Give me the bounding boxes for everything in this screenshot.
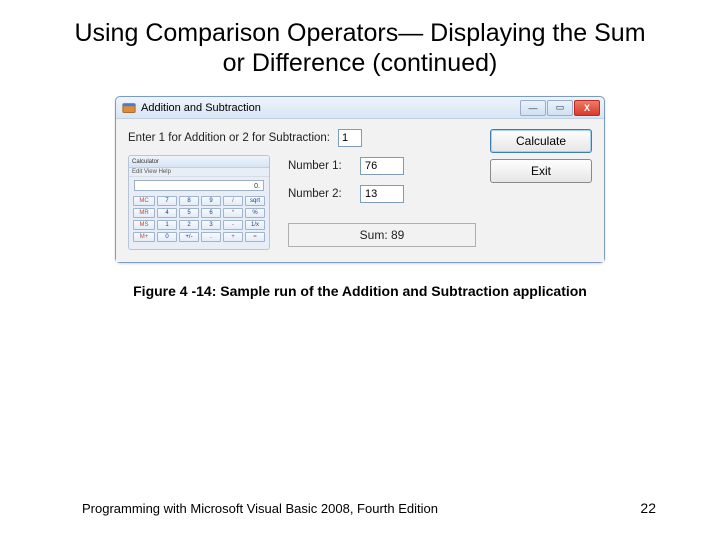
- calc-key: MC: [133, 196, 155, 206]
- number2-row: Number 2:: [288, 185, 476, 203]
- page-number: 22: [640, 500, 656, 516]
- calc-key: /: [223, 196, 243, 206]
- calc-key: MS: [133, 220, 155, 230]
- calculator-thumbnail: Calculator Edit View Help 0. MC 7 8 9 / …: [128, 155, 270, 250]
- app-icon: [122, 101, 136, 115]
- numbers-column: Number 1: Number 2: Sum: 89: [288, 155, 476, 250]
- calc-keys: MC 7 8 9 / sqrt MR 4 5 6 * % MS: [129, 194, 269, 246]
- calc-key: MR: [133, 208, 155, 218]
- prompt-row: Enter 1 for Addition or 2 for Subtractio…: [128, 129, 476, 147]
- calc-key: 1: [157, 220, 177, 230]
- calc-key: +: [223, 232, 243, 242]
- calc-menu: Edit View Help: [129, 168, 269, 177]
- calc-key: M+: [133, 232, 155, 242]
- number1-label: Number 1:: [288, 160, 354, 172]
- calc-titlebar: Calculator: [129, 156, 269, 168]
- calc-key: .: [201, 232, 221, 242]
- window-client-area: Enter 1 for Addition or 2 for Subtractio…: [116, 119, 604, 262]
- figure-area: Addition and Subtraction — ▭ X Enter 1 f…: [0, 96, 720, 263]
- maximize-button[interactable]: ▭: [547, 100, 573, 116]
- calc-key: 4: [157, 208, 177, 218]
- prompt-label: Enter 1 for Addition or 2 for Subtractio…: [128, 132, 330, 144]
- calc-key: sqrt: [245, 196, 265, 206]
- number2-label: Number 2:: [288, 188, 354, 200]
- calc-key: 2: [179, 220, 199, 230]
- result-box: Sum: 89: [288, 223, 476, 247]
- calc-key: 5: [179, 208, 199, 218]
- number2-input[interactable]: [360, 185, 404, 203]
- slide-title: Using Comparison Operators— Displaying t…: [60, 18, 660, 78]
- calc-key: =: [245, 232, 265, 242]
- calc-display: 0.: [134, 180, 264, 191]
- close-button[interactable]: X: [574, 100, 600, 116]
- operation-input[interactable]: [338, 129, 362, 147]
- window-controls: — ▭ X: [519, 100, 600, 116]
- titlebar: Addition and Subtraction — ▭ X: [116, 97, 604, 119]
- app-window: Addition and Subtraction — ▭ X Enter 1 f…: [115, 96, 605, 263]
- calculate-button[interactable]: Calculate: [490, 129, 592, 153]
- calc-key: 0: [157, 232, 177, 242]
- calc-key: 3: [201, 220, 221, 230]
- number1-input[interactable]: [360, 157, 404, 175]
- mid-row: Calculator Edit View Help 0. MC 7 8 9 / …: [128, 155, 476, 250]
- calc-key: *: [223, 208, 243, 218]
- footer-text: Programming with Microsoft Visual Basic …: [82, 501, 438, 516]
- figure-caption: Figure 4 -14: Sample run of the Addition…: [0, 283, 720, 299]
- calc-key: 6: [201, 208, 221, 218]
- calc-key: 8: [179, 196, 199, 206]
- calc-key: 9: [201, 196, 221, 206]
- left-column: Enter 1 for Addition or 2 for Subtractio…: [128, 129, 476, 250]
- calc-key: %: [245, 208, 265, 218]
- minimize-button[interactable]: —: [520, 100, 546, 116]
- number1-row: Number 1:: [288, 157, 476, 175]
- calc-key: 7: [157, 196, 177, 206]
- calc-key: 1/x: [245, 220, 265, 230]
- right-column: Calculate Exit: [490, 129, 592, 250]
- exit-button[interactable]: Exit: [490, 159, 592, 183]
- calc-key: +/-: [179, 232, 199, 242]
- calc-key: -: [223, 220, 243, 230]
- window-title: Addition and Subtraction: [141, 102, 519, 114]
